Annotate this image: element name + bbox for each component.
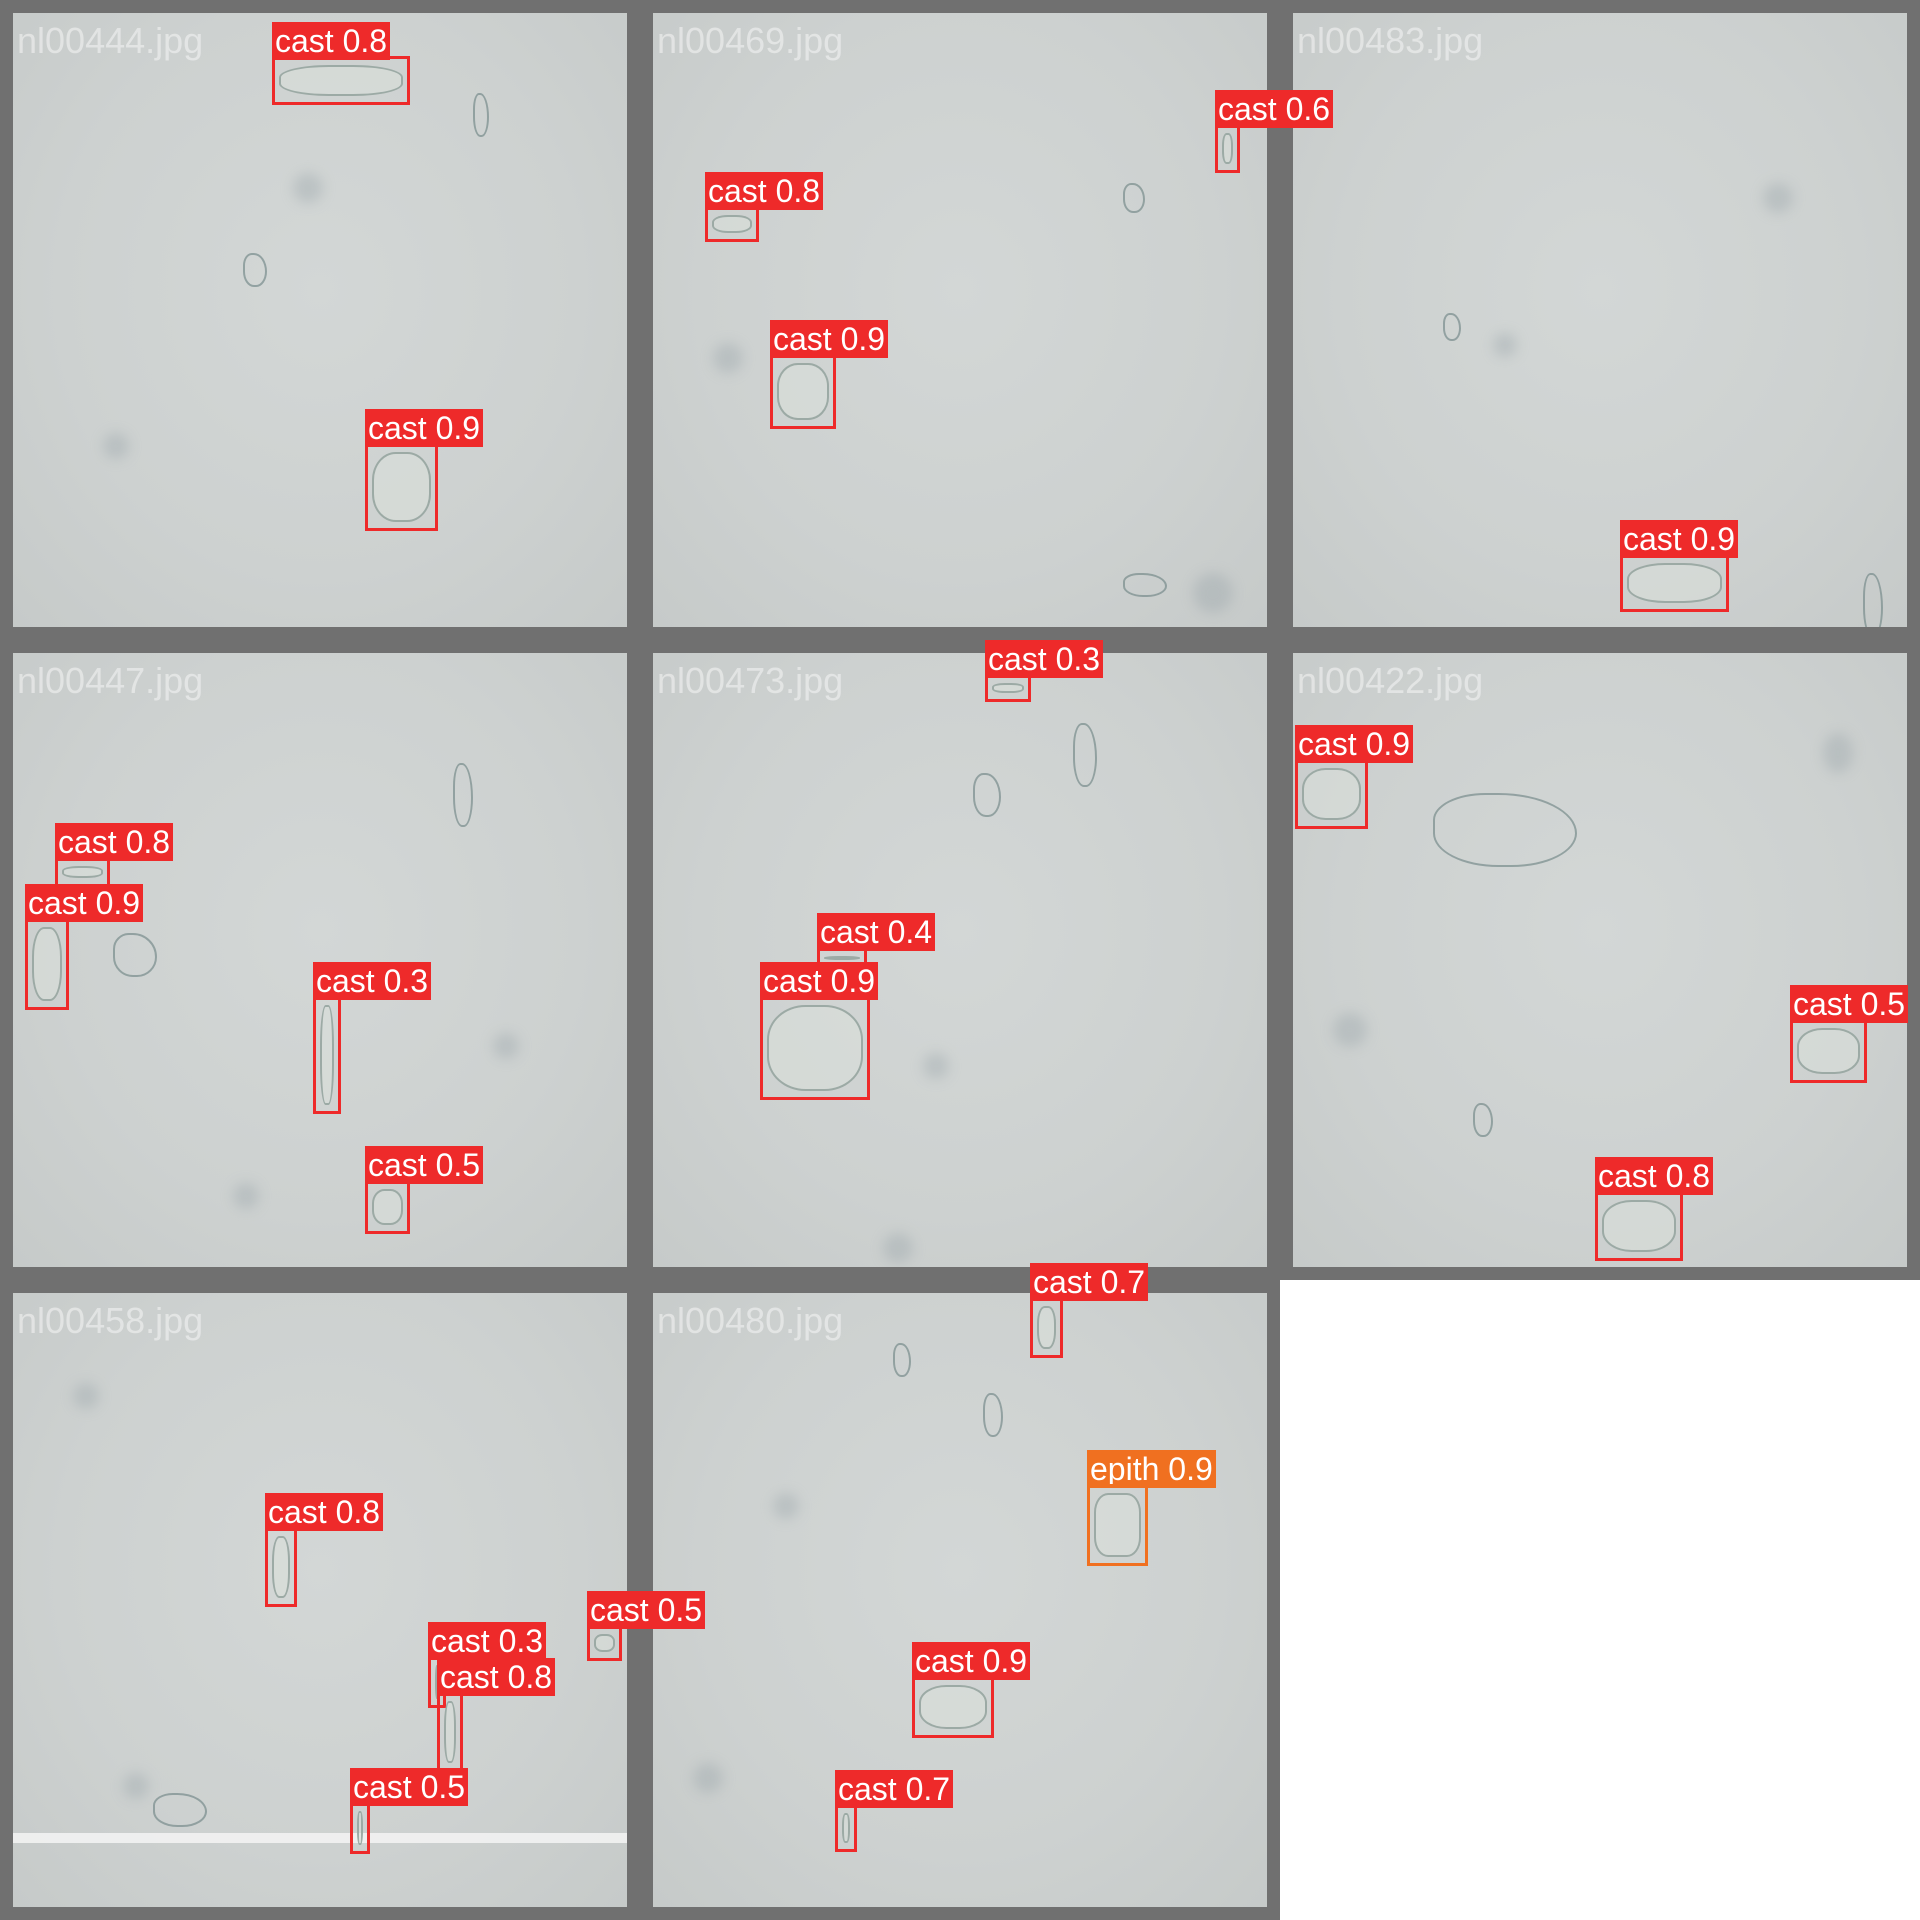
detection-outline: [770, 354, 836, 429]
detection-label: cast 0.3: [428, 1622, 547, 1660]
image-filename: nl00444.jpg: [17, 20, 204, 61]
image-tile-4: nl00447.jpg: [0, 640, 640, 1280]
detection-label: cast 0.5: [1790, 985, 1909, 1023]
empty-grid-cell: [1280, 1280, 1920, 1920]
image-filename: nl00473.jpg: [657, 660, 844, 701]
detection-outline: [1595, 1191, 1683, 1261]
detection-label: cast 0.8: [437, 1658, 556, 1696]
detection-outline: [1295, 759, 1368, 829]
detection-label: cast 0.5: [350, 1768, 469, 1806]
detection-label: cast 0.9: [25, 884, 144, 922]
detection-label: cast 0.9: [1620, 520, 1739, 558]
image-tile-8: nl00480.jpg: [640, 1280, 1280, 1920]
detection-outline: [313, 996, 341, 1114]
detection-label: cast 0.8: [272, 22, 391, 60]
detection-label: cast 0.9: [770, 320, 889, 358]
image-filename: nl00480.jpg: [657, 1300, 844, 1341]
image-filename: nl00422.jpg: [1297, 660, 1484, 701]
image-tile-5: nl00473.jpg: [640, 640, 1280, 1280]
detection-outline: [365, 1180, 410, 1234]
detection-label: cast 0.5: [587, 1591, 706, 1629]
detection-outline: [587, 1625, 622, 1661]
detection-outline: [365, 443, 438, 531]
detection-outline: [272, 56, 410, 105]
image-tile-7: nl00458.jpg: [0, 1280, 640, 1920]
detection-label: cast 0.9: [912, 1642, 1031, 1680]
detection-label: cast 0.4: [817, 913, 936, 951]
detection-outline: [1087, 1484, 1148, 1566]
detection-label: cast 0.3: [313, 962, 432, 1000]
detection-outline: [1790, 1019, 1867, 1083]
detection-outline: [437, 1692, 463, 1772]
detection-label: cast 0.8: [705, 172, 824, 210]
detection-outline: [1620, 554, 1729, 612]
detection-outline: [55, 857, 110, 887]
image-filename: nl00458.jpg: [17, 1300, 204, 1341]
image-tile-3: nl00483.jpg: [1280, 0, 1920, 640]
detection-label: cast 0.8: [55, 823, 174, 861]
image-tile-2: nl00469.jpg: [640, 0, 1280, 640]
image-filename: nl00447.jpg: [17, 660, 204, 701]
detection-outline: [1030, 1297, 1063, 1358]
detection-label: cast 0.8: [1595, 1157, 1714, 1195]
detection-label: cast 0.7: [835, 1770, 954, 1808]
detection-outline: [760, 996, 870, 1100]
detection-label: cast 0.7: [1030, 1263, 1149, 1301]
image-tile-1: nl00444.jpg: [0, 0, 640, 640]
detection-label: cast 0.9: [365, 409, 484, 447]
detection-label: cast 0.6: [1215, 90, 1334, 128]
detection-outline: [985, 674, 1031, 702]
detection-outline: [350, 1802, 370, 1854]
image-filename: nl00483.jpg: [1297, 20, 1484, 61]
detection-label: cast 0.9: [1295, 725, 1414, 763]
detection-outline: [265, 1527, 297, 1607]
detection-label: epith 0.9: [1087, 1450, 1216, 1488]
detection-label: cast 0.8: [265, 1493, 384, 1531]
detection-outline: [1215, 124, 1240, 173]
detection-label: cast 0.5: [365, 1146, 484, 1184]
detection-label: cast 0.9: [760, 962, 879, 1000]
image-filename: nl00469.jpg: [657, 20, 844, 61]
detection-outline: [25, 918, 69, 1010]
detection-outline: [705, 206, 759, 242]
detection-outline: [912, 1676, 994, 1738]
detection-outline: [835, 1804, 857, 1852]
detection-label: cast 0.3: [985, 640, 1104, 678]
